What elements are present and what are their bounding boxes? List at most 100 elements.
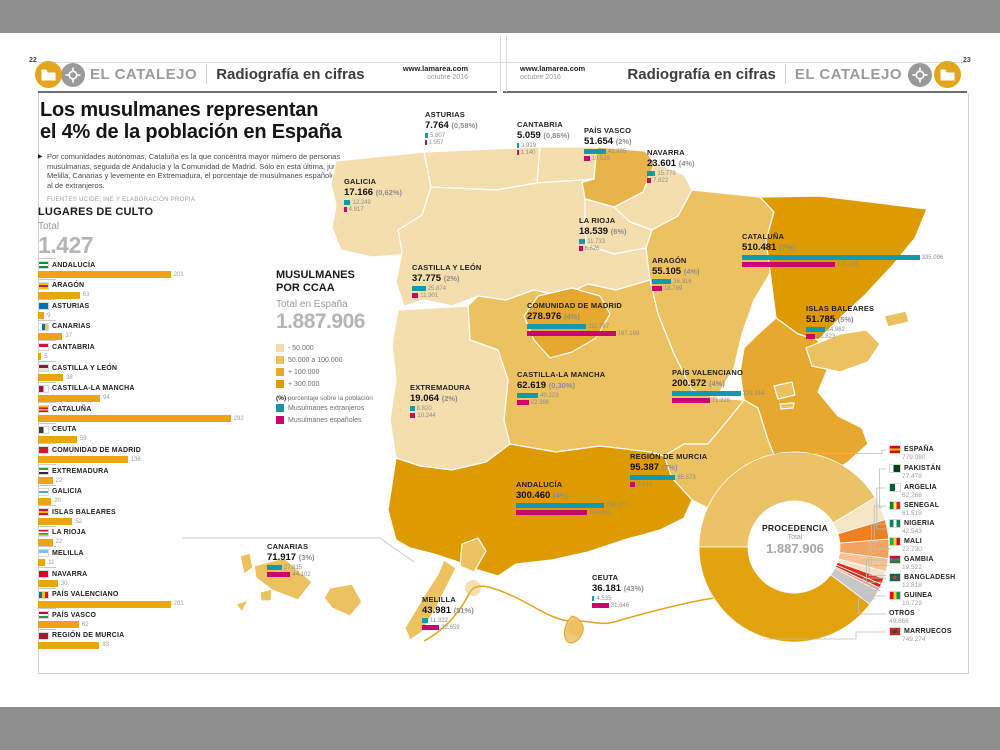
culto-bar: [38, 291, 80, 299]
culto-item: CANTABRIA 5: [38, 340, 248, 361]
callout-percent: (2%): [443, 274, 460, 283]
canarias-inset-line: [182, 537, 415, 563]
donut-center-label: PROCEDENCIA Total 1.887.906: [761, 523, 829, 556]
espanoles-bar: [267, 572, 291, 577]
legend-class-row: + 300.000: [276, 378, 406, 390]
infographic-panel-border: [38, 93, 969, 674]
callout-region-name: COMUNIDAD DE MADRID: [527, 301, 623, 310]
leader-line: [873, 505, 891, 550]
callout-total: 43.981 (51%): [422, 605, 474, 616]
culto-item: ISLAS BALEARES 52: [38, 505, 248, 526]
lugares-heading: LUGARES DE CULTO: [38, 206, 154, 218]
country-name: GUINEA: [904, 591, 933, 599]
country-name: PAKISTÁN: [904, 464, 941, 472]
country-flag-icon: [889, 572, 901, 582]
class-label: + 100.000: [288, 368, 320, 376]
region-flag-icon: [38, 364, 49, 372]
culto-value: 62: [81, 621, 89, 628]
folder-icon: [35, 61, 62, 88]
culto-bar: [38, 559, 46, 567]
page-title: Los musulmanes representan el 4% de la p…: [40, 99, 342, 143]
callout-percent: (2%): [615, 137, 632, 146]
callout-total: 17.166 (0,62%): [344, 187, 402, 198]
espanoles-bar: [517, 150, 519, 155]
extranjeros-bar: [579, 239, 586, 244]
espanoles-value: 6.626: [584, 245, 600, 252]
page-number-right: 23: [963, 57, 971, 64]
region-flag-icon: [38, 631, 49, 640]
class-swatch: [276, 368, 284, 376]
espanoles-value: 11.901: [420, 292, 439, 299]
culto-bar: [38, 374, 64, 381]
extranjeros-value: 8.820: [416, 405, 432, 412]
callout-la-rioja: LA RIOJA 18.539 (6%) 11.733 6.626: [579, 216, 627, 252]
culto-value: 20: [54, 498, 61, 505]
region-flag-icon: [38, 508, 49, 517]
leader-line: [863, 577, 886, 588]
culto-item: MELILLA 11: [38, 546, 248, 567]
callout-castilla-leon: CASTILLA Y LEÓN 37.775 (2%) 25.874 11.90…: [412, 263, 482, 299]
region-flag-icon: [38, 570, 49, 578]
extranjeros-value: 166.377: [606, 502, 628, 509]
culto-bar: [38, 600, 171, 608]
extranjeros-bar: [517, 143, 520, 148]
callout-percent: (0,86%): [543, 131, 570, 140]
callout-total: 37.775 (2%): [412, 273, 460, 284]
extranjeros-value: 85.573: [677, 474, 696, 481]
espanoles-bar: [630, 482, 636, 487]
country-value: 77.478: [902, 473, 922, 480]
culto-value: 201: [173, 271, 184, 278]
country-name: MALI: [904, 537, 922, 545]
culto-value: 59: [79, 436, 87, 443]
origen-item-nigeria: NIGERIA 42.543: [889, 518, 964, 535]
extranjeros-bar: [630, 475, 676, 480]
origen-item-españa: ESPAÑA 779.080: [889, 444, 964, 461]
callout-baleares: ISLAS BALEARES 51.785 (5%) 34.962 16.823: [806, 304, 874, 340]
extranjeros-bar: [584, 149, 606, 154]
espanoles-value: 9.814: [637, 481, 653, 488]
country-flag-icon: [889, 482, 901, 492]
site-url: www.lamarea.com: [402, 64, 468, 73]
callout-region-name: CANTABRIA: [517, 120, 563, 129]
culto-bar: [38, 621, 79, 629]
callout-canarias: CANARIAS 71.917 (3%) 27.815 44.102: [267, 542, 315, 578]
callout-total: 23.601 (4%): [647, 158, 695, 169]
extranjeros-value: 12.249: [352, 199, 371, 206]
country-name: GAMBIA: [904, 555, 934, 563]
extranjeros-value: 335.096: [921, 254, 944, 261]
culto-item: NAVARRA 30: [38, 567, 248, 587]
extranjeros-bar: [410, 406, 415, 411]
callout-region-name: CANARIAS: [267, 542, 309, 551]
class-label: 50.000 a 100.000: [288, 356, 343, 364]
culto-item: CEUTA 59: [38, 422, 248, 443]
intro-bullet-icon: ▶: [38, 154, 43, 160]
country-name: ARGELIA: [904, 483, 937, 491]
leader-line: [767, 449, 886, 455]
callout-total: 278.976 (4%): [527, 311, 580, 322]
callout-percent: (3%): [298, 553, 315, 562]
region-flag-icon: [38, 261, 49, 269]
culto-item: CANARIAS 37: [38, 319, 248, 340]
region-flag-icon: [38, 322, 49, 331]
extranjeros-bar: [517, 393, 539, 398]
callout-percent: (7%): [778, 243, 795, 252]
culto-value: 9: [46, 312, 51, 319]
espanoles-value: 32.659: [441, 624, 460, 631]
extranjeros-bar: [592, 596, 595, 601]
header-rule-right: [503, 91, 967, 93]
callout-aragon: ARAGÓN 55.105 (4%) 36.316 18.789: [652, 256, 700, 292]
brand-label: EL CATALEJO: [794, 65, 902, 83]
country-flag-icon: [889, 500, 901, 510]
extranjeros-value: 111.787: [588, 323, 610, 330]
origen-item-mali: MALI 22.730: [889, 536, 964, 553]
country-value: 10.729: [902, 600, 922, 607]
espanoles-bar: [806, 334, 815, 339]
class-swatch: [276, 380, 284, 388]
leader-line: [876, 487, 890, 530]
legend-class-row: 50.000 a 100.000: [276, 354, 406, 366]
espanoles-bar: [742, 262, 835, 267]
callout-total: 95.387 (7%): [630, 462, 678, 473]
culto-region-name: COMUNIDAD DE MADRID: [52, 446, 141, 454]
